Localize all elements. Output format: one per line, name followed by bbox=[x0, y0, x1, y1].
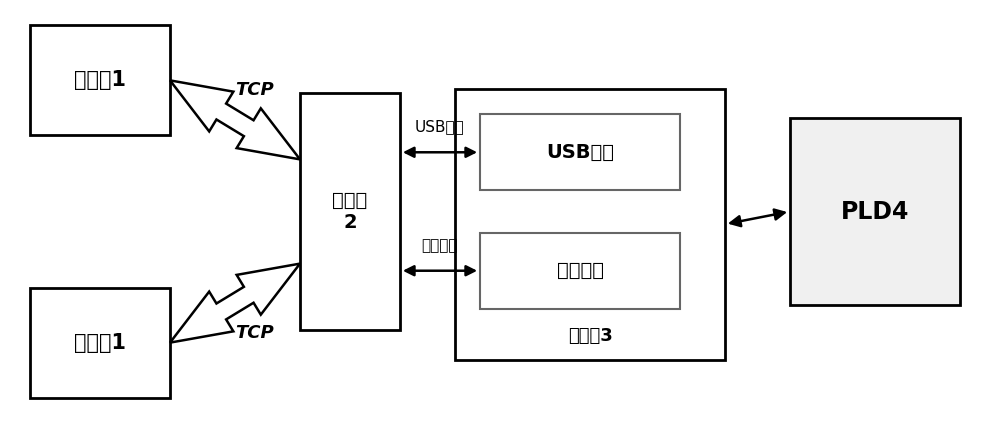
Bar bbox=[790, 118, 960, 305]
Bar bbox=[300, 93, 400, 330]
Bar bbox=[30, 288, 170, 398]
Text: PLD4: PLD4 bbox=[841, 200, 909, 223]
Polygon shape bbox=[170, 80, 300, 159]
Text: TCP: TCP bbox=[236, 324, 274, 342]
Text: 客户端1: 客户端1 bbox=[74, 70, 126, 91]
Text: 服务端
2: 服务端 2 bbox=[332, 191, 368, 232]
Bar bbox=[480, 114, 680, 190]
Text: 并行芗片: 并行芗片 bbox=[556, 261, 604, 280]
Text: 并口线缆: 并口线缆 bbox=[422, 238, 458, 253]
Text: USB芗片: USB芗片 bbox=[546, 143, 614, 162]
Bar bbox=[480, 233, 680, 309]
Text: USB线缆: USB线缆 bbox=[415, 119, 465, 135]
Text: 编程器3: 编程器3 bbox=[568, 327, 612, 345]
Bar bbox=[30, 25, 170, 135]
Text: 客户端1: 客户端1 bbox=[74, 332, 126, 353]
Polygon shape bbox=[170, 264, 300, 343]
Bar bbox=[455, 89, 725, 360]
Text: TCP: TCP bbox=[236, 81, 274, 99]
